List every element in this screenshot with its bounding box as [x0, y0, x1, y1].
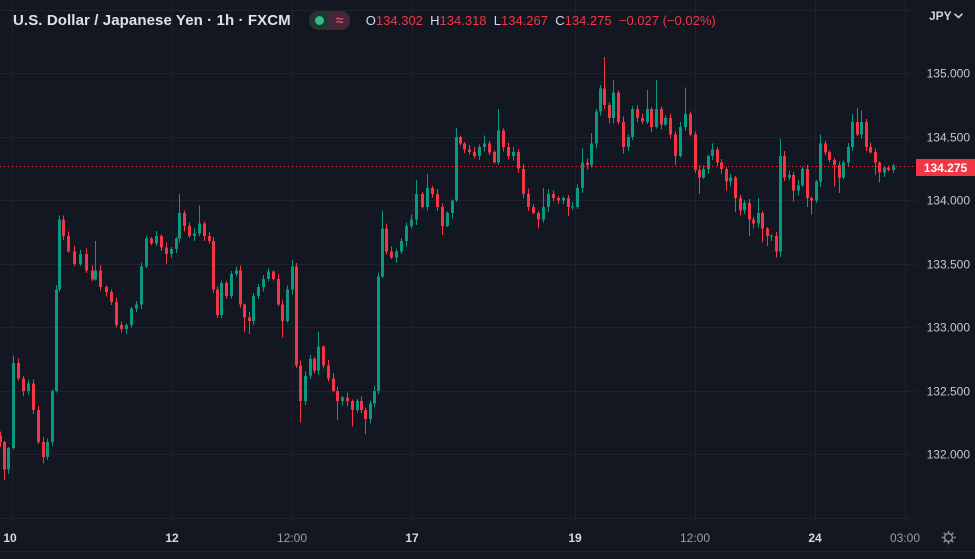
svg-text:12:00: 12:00: [680, 531, 710, 545]
svg-text:132.000: 132.000: [927, 448, 971, 462]
svg-text:19: 19: [568, 531, 582, 545]
svg-text:12: 12: [165, 531, 179, 545]
svg-text:132.500: 132.500: [927, 385, 971, 399]
svg-text:134.500: 134.500: [927, 131, 971, 145]
svg-text:134.275: 134.275: [924, 161, 968, 175]
svg-text:133.500: 133.500: [927, 258, 971, 272]
svg-text:17: 17: [405, 531, 419, 545]
svg-text:135.000: 135.000: [927, 67, 971, 81]
svg-text:24: 24: [808, 531, 822, 545]
svg-text:133.000: 133.000: [927, 321, 971, 335]
svg-text:03:00: 03:00: [890, 531, 920, 545]
svg-text:134.000: 134.000: [927, 194, 971, 208]
svg-text:10: 10: [3, 531, 17, 545]
svg-text:12:00: 12:00: [277, 531, 307, 545]
